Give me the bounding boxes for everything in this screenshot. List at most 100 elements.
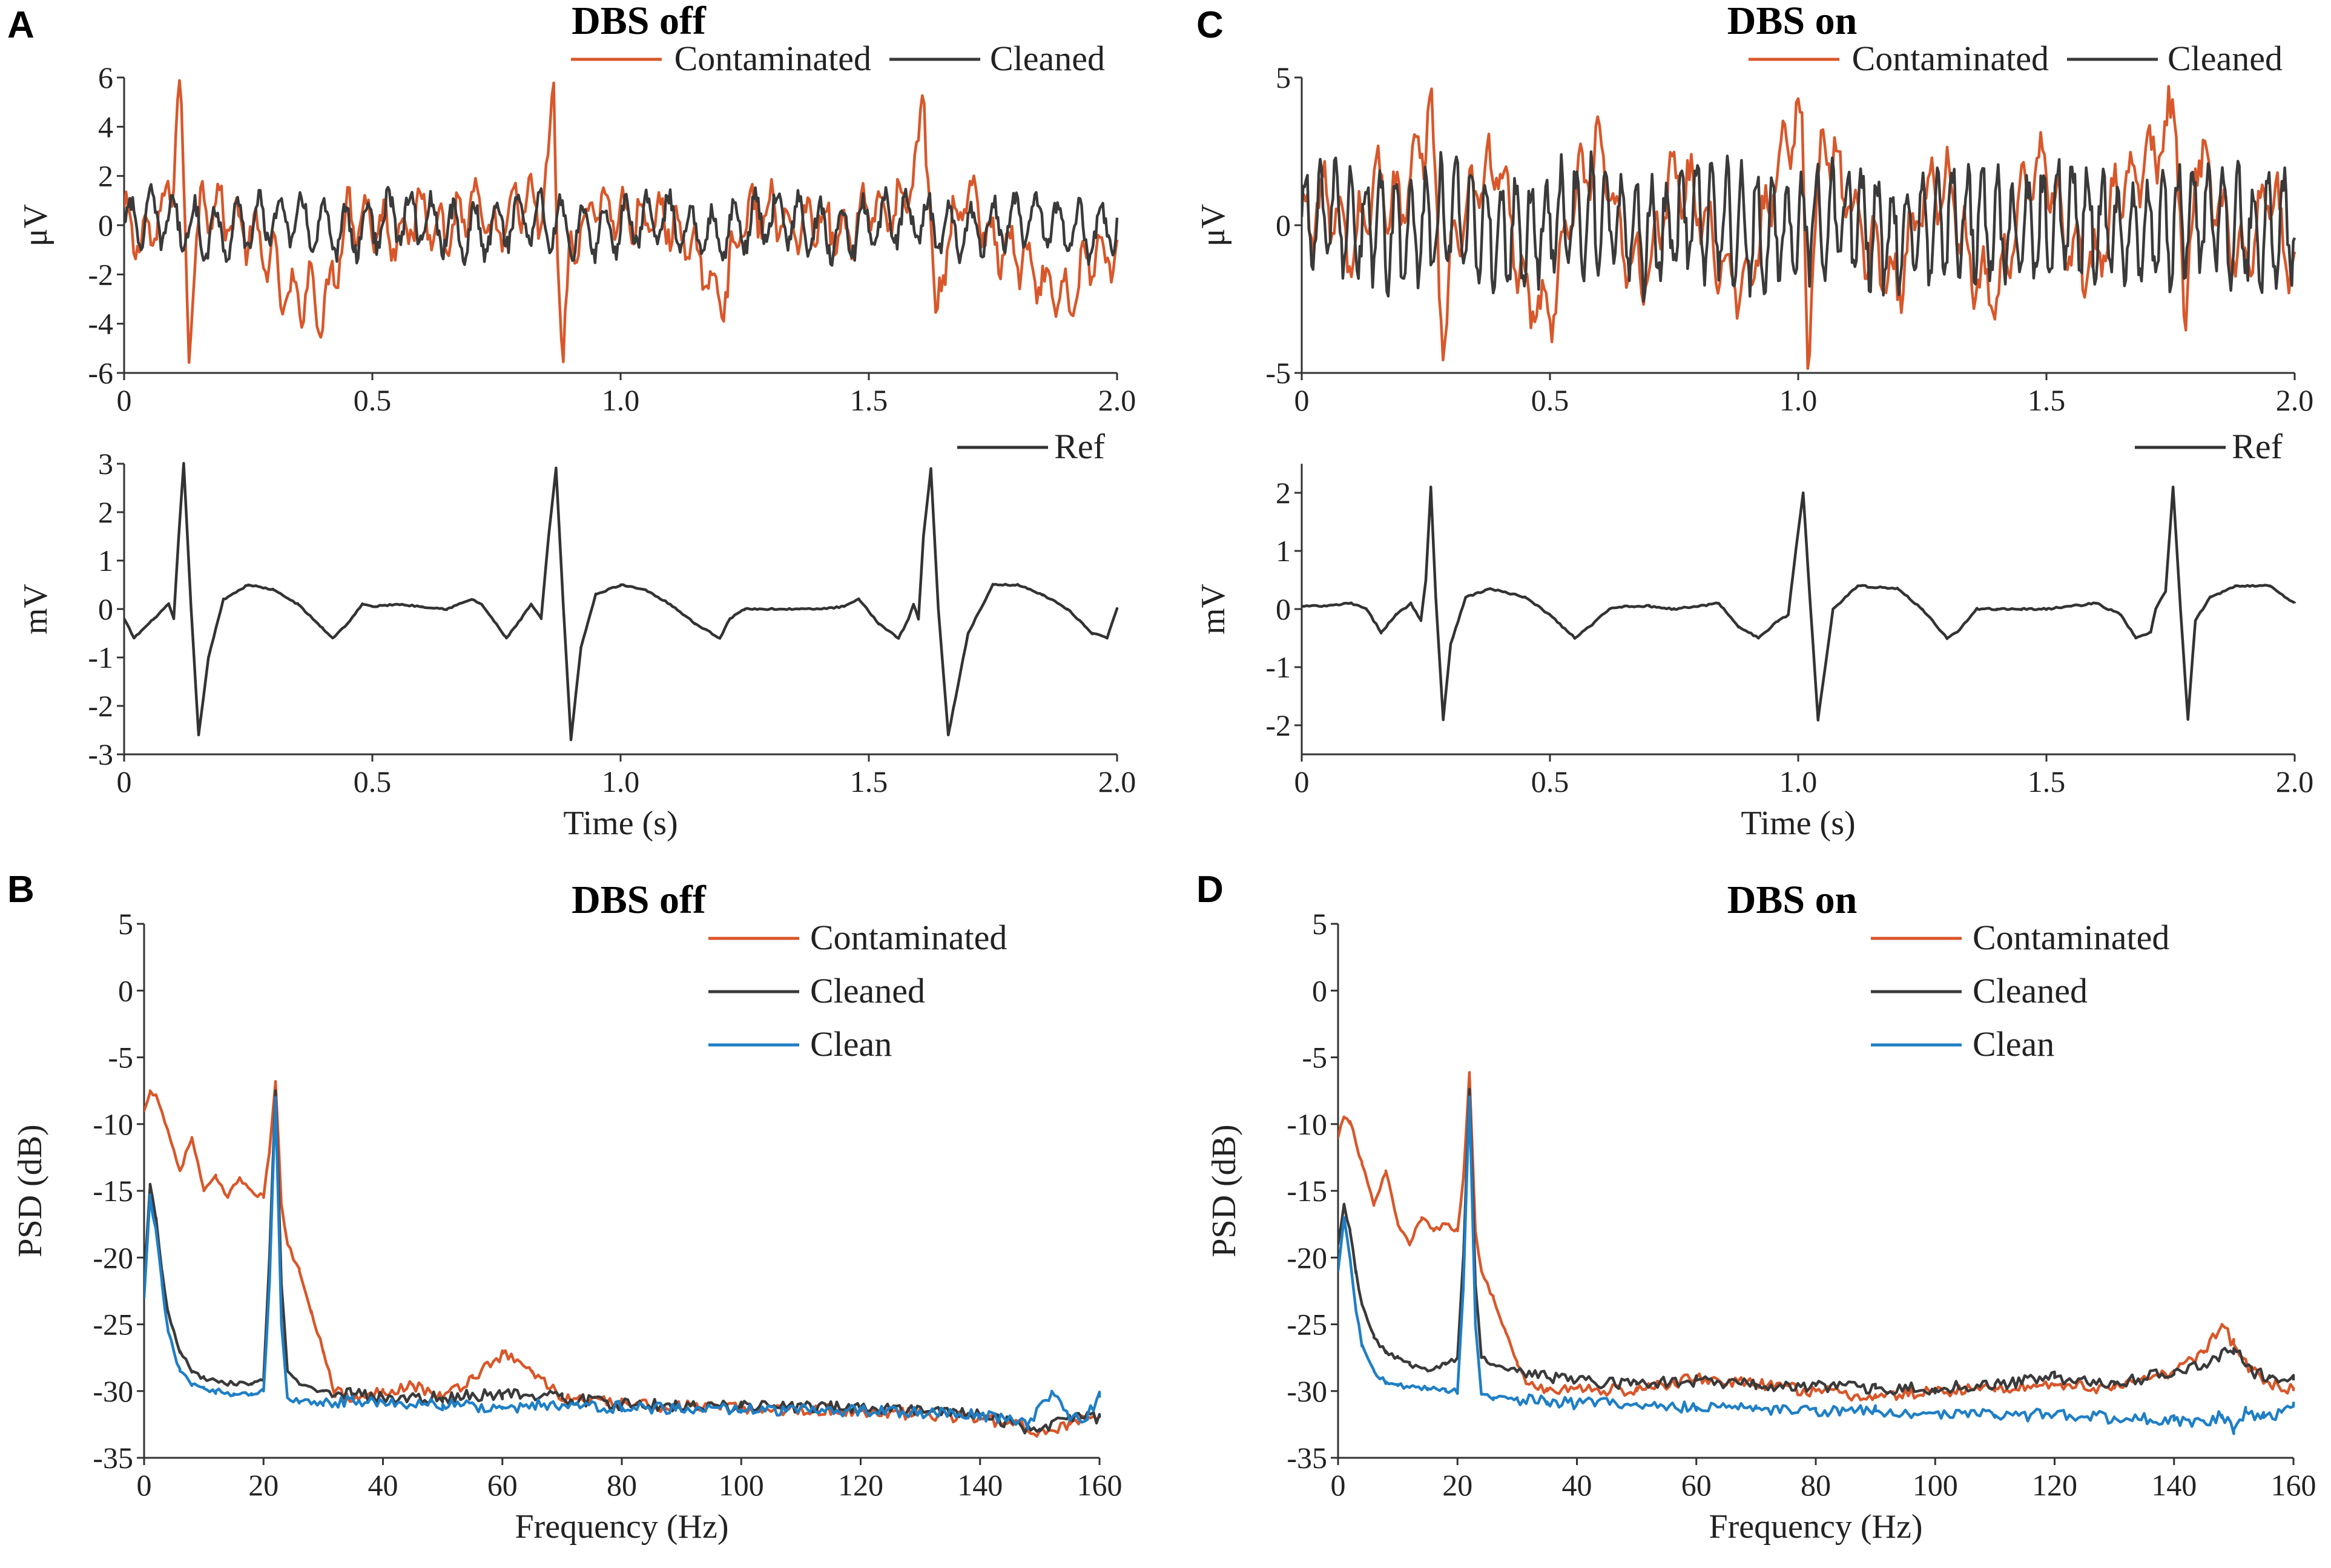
series-line-contaminated	[144, 1079, 1101, 1438]
y-tick-label: -25	[93, 1308, 133, 1342]
x-axis-label: Time (s)	[1741, 805, 1855, 842]
legend-label-cleaned: Cleaned	[2168, 39, 2283, 78]
x-tick-label: 2.0	[1098, 765, 1136, 799]
x-tick-label: 60	[487, 1468, 518, 1502]
legend-label-clean: Clean	[810, 1024, 892, 1064]
x-tick-label: 0	[117, 383, 132, 417]
panel-title-d: DBS on	[1727, 878, 1858, 922]
legend-label-contaminated: Contaminated	[1852, 39, 2049, 78]
panel-title-c: DBS on	[1727, 0, 1858, 43]
x-tick-label: 1.0	[602, 383, 640, 417]
x-tick-label: 20	[248, 1468, 279, 1502]
y-tick-label: 5	[1276, 61, 1291, 94]
y-tick-label: 5	[1312, 907, 1327, 941]
x-tick-label: 2.0	[2276, 383, 2314, 417]
y-axis-label: mV	[17, 584, 54, 634]
y-tick-label: -5	[1265, 356, 1291, 390]
y-tick-label: -30	[1287, 1374, 1327, 1408]
x-tick-label: 140	[957, 1468, 1003, 1502]
x-tick-label: 100	[719, 1468, 764, 1502]
y-tick-label: -1	[88, 641, 113, 674]
y-tick-label: 0	[1312, 973, 1327, 1007]
y-tick-label: 2	[98, 495, 113, 529]
x-tick-label: 20	[1442, 1468, 1472, 1502]
x-axis-label: Frequency (Hz)	[515, 1508, 729, 1546]
legend-label-contaminated: Contaminated	[674, 39, 871, 78]
chart-b: -35 -30 -25 -20 -15 -10 -5 0 5 0 20 40 60 80 100 120 140…	[12, 907, 1123, 1546]
panel-title-a: DBS off	[572, 0, 707, 43]
series-line-ref	[124, 462, 1119, 742]
y-tick-label: -1	[1265, 650, 1291, 684]
y-tick-label: -6	[88, 356, 113, 390]
series-line-cleaned	[124, 183, 1119, 267]
y-axis-label: PSD (dB)	[1205, 1124, 1243, 1257]
y-tick-label: -25	[1287, 1308, 1327, 1342]
x-tick-label: 60	[1681, 1468, 1712, 1502]
y-tick-label: -4	[88, 307, 113, 341]
y-tick-label: 0	[1276, 592, 1291, 626]
legend-label-clean: Clean	[1973, 1024, 2054, 1064]
y-tick-label: -15	[1287, 1174, 1327, 1208]
x-tick-label: 160	[1077, 1468, 1123, 1502]
y-tick-label: -20	[93, 1240, 133, 1274]
y-tick-label: 2	[98, 159, 113, 193]
legend-label-cleaned: Cleaned	[810, 971, 925, 1010]
series-line-clean	[1338, 1095, 2295, 1435]
y-tick-label: 0	[98, 208, 113, 242]
x-tick-label: 120	[2032, 1468, 2077, 1502]
y-tick-label: -15	[93, 1174, 133, 1208]
y-tick-label: 3	[98, 447, 113, 481]
y-tick-label: 0	[98, 592, 113, 626]
y-tick-label: -5	[1302, 1041, 1327, 1075]
legend-label-cleaned: Cleaned	[990, 39, 1105, 78]
x-axis-label: Frequency (Hz)	[1709, 1508, 1923, 1546]
x-tick-label: 0.5	[1531, 383, 1569, 417]
y-tick-label: -35	[93, 1441, 133, 1475]
x-tick-label: 1.5	[2028, 383, 2066, 417]
y-tick-label: 1	[98, 544, 113, 578]
panel-letter-d: D	[1196, 869, 1224, 911]
legend-label-contaminated: Contaminated	[1973, 918, 2169, 957]
y-tick-label: 0	[118, 973, 133, 1007]
y-tick-label: 6	[98, 61, 113, 94]
series-line-ref	[1302, 486, 2296, 722]
x-tick-label: 80	[607, 1468, 637, 1502]
panel-letter-a: A	[7, 4, 35, 46]
x-tick-label: 0	[137, 1468, 152, 1502]
x-tick-label: 2.0	[2276, 765, 2314, 799]
y-tick-label: -2	[1265, 708, 1291, 742]
panel-letter-c: C	[1196, 4, 1224, 46]
y-tick-label: -2	[88, 689, 113, 723]
x-tick-label: 0.5	[354, 383, 392, 417]
y-tick-label: -10	[1287, 1107, 1327, 1141]
x-tick-label: 1.5	[2028, 765, 2066, 799]
y-axis-label: μV	[17, 204, 54, 246]
y-axis-label: PSD (dB)	[12, 1124, 49, 1257]
x-tick-label: 100	[1913, 1468, 1958, 1502]
series-line-cleaned	[1302, 150, 2296, 303]
x-tick-label: 120	[838, 1468, 883, 1502]
y-tick-label: -20	[1287, 1240, 1327, 1274]
x-tick-label: 80	[1801, 1468, 1831, 1502]
y-axis-label: mV	[1195, 584, 1232, 634]
y-tick-label: 5	[118, 907, 133, 941]
y-tick-label: -3	[88, 737, 113, 771]
legend-label-ref: Ref	[1054, 427, 1105, 466]
x-tick-label: 1.0	[1779, 383, 1818, 417]
series-line-cleaned	[1338, 1087, 2295, 1396]
y-tick-label: 0	[1276, 208, 1291, 242]
y-axis-label: μV	[1195, 204, 1232, 246]
panel-letter-b: B	[7, 869, 35, 911]
x-tick-label: 0	[1331, 1468, 1346, 1502]
chart-a-top: -6 -4 -2 0 2 4 6 0 0.5 1.0 1.5 2.0 μV Cleaned Contamin…	[17, 39, 1136, 417]
y-tick-label: -30	[93, 1374, 133, 1408]
x-tick-label: 2.0	[1098, 383, 1136, 417]
legend-label-cleaned: Cleaned	[1973, 971, 2088, 1010]
x-tick-label: 1.5	[850, 765, 888, 799]
chart-d: -35 -30 -25 -20 -15 -10 -5 0 5 0 20 40 60 80 100 120 140…	[1205, 907, 2316, 1546]
x-tick-label: 40	[368, 1468, 398, 1502]
legend-label-ref: Ref	[2232, 427, 2283, 466]
panel-title-b: DBS off	[572, 878, 707, 922]
